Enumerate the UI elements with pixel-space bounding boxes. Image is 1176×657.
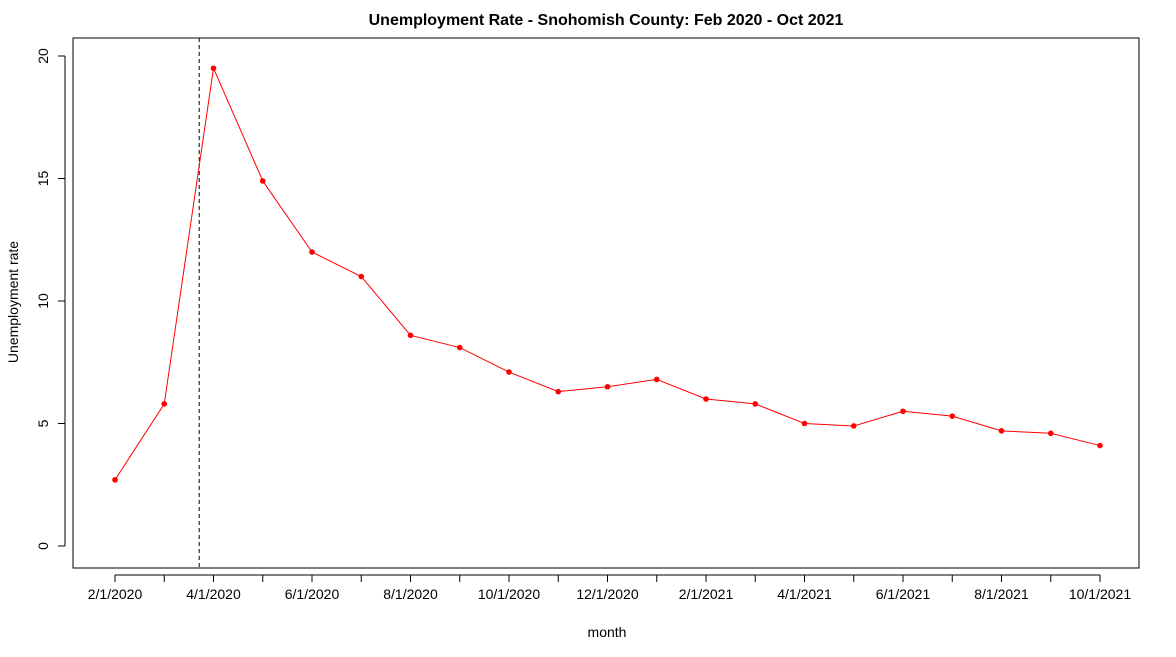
x-tick-label: 12/1/2020: [576, 586, 638, 602]
data-point: [407, 332, 414, 339]
x-tick-label: 6/1/2020: [285, 586, 340, 602]
y-tick-label: 15: [35, 171, 51, 187]
data-point: [456, 344, 463, 351]
chart-title: Unemployment Rate - Snohomish County: Fe…: [369, 12, 844, 29]
y-tick-label: 0: [35, 542, 51, 550]
data-point: [998, 428, 1005, 434]
plot-area-frame: [72, 37, 1140, 569]
x-tick-label: 4/1/2020: [186, 586, 241, 602]
data-point: [1047, 430, 1054, 437]
data-point: [604, 383, 611, 390]
data-point: [703, 396, 709, 402]
x-tick-label: 10/1/2021: [1069, 586, 1131, 602]
data-point: [850, 423, 857, 429]
data-point: [949, 413, 956, 419]
x-tick-label: 2/1/2021: [679, 586, 734, 602]
data-point: [112, 477, 118, 483]
data-point: [653, 376, 660, 383]
y-axis-label: Unemployment rate: [5, 241, 21, 363]
data-point: [1097, 442, 1103, 449]
x-tick-label: 10/1/2020: [478, 586, 540, 602]
data-point: [161, 401, 168, 407]
data-point: [752, 401, 759, 407]
data-point: [900, 408, 906, 415]
x-tick-label: 6/1/2021: [876, 586, 931, 602]
x-tick-label: 8/1/2021: [974, 586, 1029, 602]
data-point: [210, 65, 217, 72]
data-point: [801, 420, 808, 427]
data-point: [555, 388, 562, 395]
x-tick-label: 4/1/2021: [777, 586, 832, 602]
x-tick-label: 2/1/2020: [88, 586, 143, 602]
data-point: [506, 369, 512, 375]
y-tick-label: 5: [35, 419, 51, 427]
data-point: [358, 273, 365, 280]
series-group: [112, 65, 1103, 483]
data-point: [309, 249, 315, 255]
data-point: [259, 178, 266, 184]
x-axis-label: month: [588, 624, 627, 640]
x-tick-label: 8/1/2020: [383, 586, 438, 602]
y-tick-label: 10: [35, 293, 51, 309]
x-axis: 2/1/2020 4/1/2020 6/1/2020 8/1/2020 10/1/202…: [88, 574, 1131, 602]
y-axis: 0 5 10 15 20: [35, 48, 66, 550]
y-tick-label: 20: [35, 48, 51, 64]
